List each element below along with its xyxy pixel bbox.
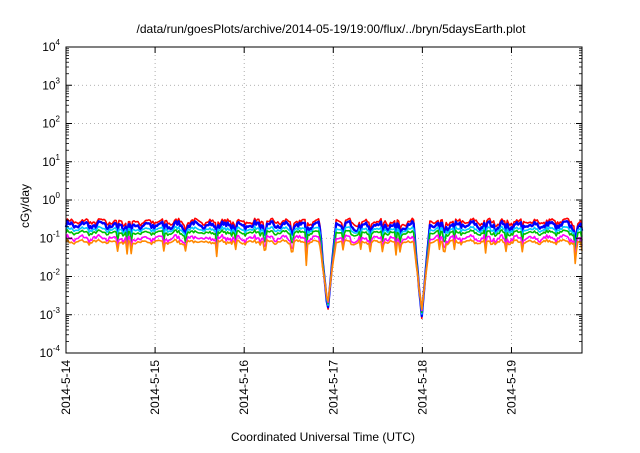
y-axis-label: cGy/day — [18, 184, 32, 228]
y-tick-label: 100 — [42, 191, 60, 207]
chart-title: /data/run/goesPlots/archive/2014-05-19/1… — [137, 22, 527, 36]
series-line-6 — [65, 238, 583, 310]
series-layer — [64, 217, 584, 320]
y-tick-label: 10-4 — [40, 344, 61, 360]
x-tick-label: 2014-5-18 — [415, 360, 429, 415]
y-tick-label: 10-1 — [40, 229, 61, 245]
grid — [66, 47, 582, 353]
y-tick-label: 101 — [42, 153, 60, 169]
y-tick-label: 104 — [42, 38, 60, 54]
x-axis-label: Coordinated Universal Time (UTC) — [231, 430, 415, 444]
x-tick-label: 2014-5-16 — [237, 360, 251, 415]
x-tick-label: 2014-5-19 — [504, 360, 518, 415]
ticks — [65, 46, 582, 354]
x-tick-label: 2014-5-15 — [148, 360, 162, 415]
x-tick-labels: 2014-5-14 2014-5-15 2014-5-16 2014-5-17 2014… — [59, 360, 518, 415]
y-tick-label: 10-3 — [40, 306, 61, 322]
y-tick-label: 102 — [42, 115, 60, 131]
y-tick-label: 103 — [42, 76, 60, 92]
x-tick-label: 2014-5-14 — [59, 360, 73, 415]
y-tick-labels: 10-4 10-3 10-2 10-1 100 101 102 103 104 — [40, 38, 61, 360]
y-tick-label: 10-2 — [40, 268, 61, 284]
x-tick-label: 2014-5-17 — [326, 360, 340, 415]
